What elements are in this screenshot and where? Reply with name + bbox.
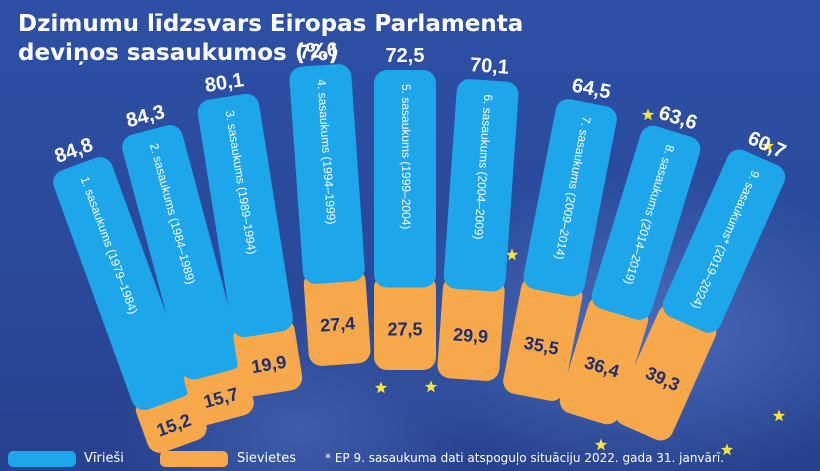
legend-label-men: Vīrieši: [84, 451, 124, 466]
value-label-men: 72,6: [298, 39, 338, 64]
value-label-men: 80,1: [203, 69, 245, 97]
eu-star: [761, 139, 775, 152]
eu-star: [641, 108, 655, 121]
title-line-1: Dzimumu līdzsvars Eiropas Parlamenta: [18, 11, 524, 37]
bar-group: 6. sasaukums (2004–2009)70,129,9: [437, 54, 519, 381]
value-label-women: 27,4: [319, 313, 355, 335]
bar-men: [443, 79, 519, 292]
bar-women: [374, 274, 436, 370]
eu-star: [720, 443, 734, 456]
category-label: 5. sasaukums (1999–2004): [399, 84, 413, 229]
bar-men: [591, 125, 701, 320]
bar-group: 3. sasaukums (1989–1994)80,119,9: [197, 69, 303, 397]
bar-men: [523, 99, 617, 297]
legend-swatch-women: [160, 451, 228, 467]
bar-group: 5. sasaukums (1999–2004) 72,5 27,5: [374, 45, 436, 370]
bar-men: [53, 157, 192, 411]
chart-bars: 1. sasaukums (1979–1984)84,815,22. sasau…: [52, 39, 789, 453]
footnote: * EP 9. sasaukuma dati atspoguļo situāci…: [325, 451, 724, 465]
chart-title: Dzimumu līdzsvars Eiropas Parlamenta dev…: [18, 10, 578, 68]
eu-star: [424, 380, 438, 393]
bar-men: [662, 149, 786, 333]
eu-star: [505, 248, 519, 261]
eu-star: [772, 409, 786, 422]
value-label-women: 29,9: [452, 324, 488, 346]
value-label-men: 70,1: [469, 54, 509, 79]
legend-label-women: Sievietes: [237, 451, 297, 466]
eu-star: [594, 438, 608, 451]
value-label-women: 27,5: [387, 320, 422, 340]
bar-women: [233, 318, 303, 397]
bar-women: [437, 275, 505, 381]
bar-women: [614, 304, 717, 441]
bar-group: 4. sasaukums (1994–1999)72,627,4: [289, 39, 371, 366]
title-line-2: deviņos sasaukumos (%): [18, 40, 339, 66]
eu-star: [374, 381, 388, 394]
bar-women: [303, 268, 371, 366]
legend-swatch-men: [8, 451, 76, 467]
bar-women: [503, 276, 583, 401]
bar-men: [122, 125, 242, 380]
bar-men: [197, 93, 293, 338]
value-label-men: 72,5: [386, 45, 425, 67]
value-label-men: 64,5: [570, 75, 612, 104]
bar-men: [289, 64, 365, 284]
bar-men: [374, 70, 436, 288]
